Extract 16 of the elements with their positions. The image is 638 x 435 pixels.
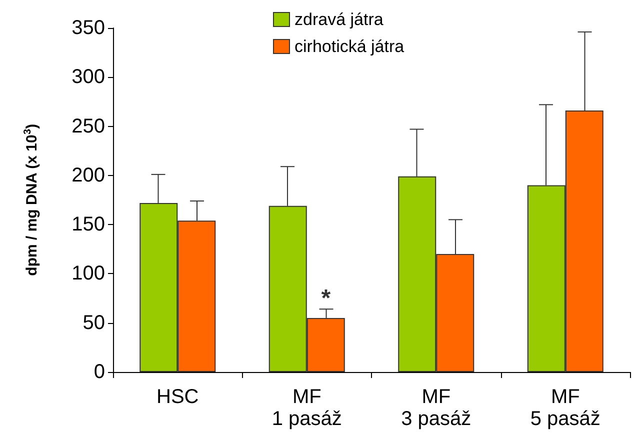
- y-tick-label: 100: [72, 262, 105, 285]
- y-tick-label: 200: [72, 164, 105, 186]
- x-tick-label: HSC: [156, 386, 199, 408]
- y-tick-label: 0: [94, 361, 105, 383]
- y-tick-label: 250: [72, 115, 105, 138]
- legend-label: cirhotická játra: [294, 37, 405, 56]
- x-tick-label: MF 1 pasáž: [272, 386, 342, 430]
- y-axis-title: dpm / mg DNA (x 103): [22, 124, 40, 276]
- legend-label: zdravá játra: [294, 10, 384, 29]
- y-tick-label: 50: [82, 312, 105, 334]
- annotation: *: [321, 284, 332, 312]
- x-tick-label: MF 3 pasáž: [401, 386, 472, 430]
- y-tick-label: 150: [72, 214, 105, 236]
- y-tick-label: 350: [72, 17, 105, 39]
- y-tick-label: 300: [72, 66, 105, 88]
- x-tick-label: MF 5 pasáž: [530, 386, 600, 430]
